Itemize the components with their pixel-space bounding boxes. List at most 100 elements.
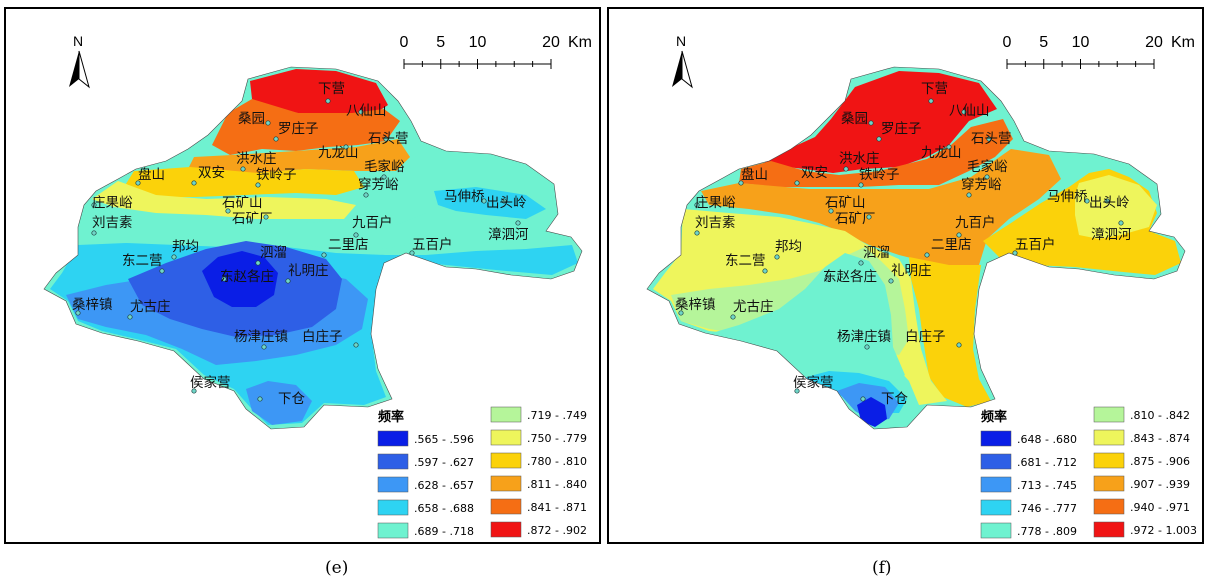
legend-swatch xyxy=(1093,429,1125,446)
legend-swatch xyxy=(980,476,1012,493)
station-dot xyxy=(265,120,271,126)
station-dot xyxy=(381,174,387,180)
place-label: 八仙山 xyxy=(346,103,387,119)
station-dot xyxy=(75,310,81,316)
place-label: 杨津庄镇 xyxy=(837,328,891,345)
surface-zone-f-8 xyxy=(705,253,905,393)
place-label: 洪水庄 xyxy=(236,150,277,167)
station-dot xyxy=(159,268,165,274)
surface-zone-f-5 xyxy=(909,257,991,407)
station-dot xyxy=(876,136,882,142)
place-label: 五百户 xyxy=(412,236,453,253)
place-label: 杨津庄镇 xyxy=(234,328,288,345)
region-outline-f xyxy=(646,66,1186,430)
station-dot xyxy=(730,314,736,320)
legend-swatch xyxy=(377,499,409,516)
station-dot xyxy=(956,342,962,348)
legend-swatch xyxy=(490,498,522,515)
place-label: 二里店 xyxy=(931,237,972,253)
station-dot xyxy=(860,396,866,402)
station-dot xyxy=(263,214,269,220)
place-label: 石矿厂 xyxy=(232,211,273,227)
place-label: 白庄子 xyxy=(905,328,946,345)
station-dot xyxy=(762,268,768,274)
place-label: 石头营 xyxy=(971,131,1012,147)
station-dot xyxy=(961,109,967,115)
station-dot xyxy=(171,254,177,260)
region-outline-e xyxy=(43,66,583,430)
place-label: 白庄子 xyxy=(302,328,343,345)
station-dot xyxy=(794,388,800,394)
legend-label: .746 - .777 xyxy=(1017,502,1077,515)
place-label: 东赵各庄 xyxy=(220,268,274,285)
station-dot xyxy=(321,252,327,258)
caption-e: (e) xyxy=(325,558,349,578)
station-dot xyxy=(738,180,744,186)
station-dot xyxy=(240,166,246,172)
place-label: 毛家峪 xyxy=(364,158,405,175)
station-dot xyxy=(828,208,834,214)
place-label: 出头岭 xyxy=(486,195,527,211)
place-label: 石矿山 xyxy=(825,195,866,211)
place-label: 盘山 xyxy=(138,166,165,183)
legend-label: .597 - .627 xyxy=(414,456,474,469)
place-label: 铁岭子 xyxy=(859,167,900,183)
station-dot xyxy=(255,260,261,266)
place-label: 桑梓镇 xyxy=(675,297,716,313)
station-dot xyxy=(255,182,261,188)
legend-swatch xyxy=(1093,475,1125,492)
place-label: 庄果峪 xyxy=(92,194,133,211)
north-label: N xyxy=(676,33,686,49)
legend-swatch xyxy=(1093,452,1125,469)
legend-swatch xyxy=(490,521,522,538)
legend-swatch xyxy=(980,430,1012,447)
place-label: 下仓 xyxy=(278,391,305,407)
surface-zone-f-4 xyxy=(1075,175,1157,239)
legend-label: .689 - .718 xyxy=(414,525,474,538)
station-dot xyxy=(694,230,700,236)
place-label: 石头营 xyxy=(368,131,409,147)
place-label: 侯家营 xyxy=(793,374,834,391)
station-dot xyxy=(285,278,291,284)
place-label: 穿芳峪 xyxy=(358,177,399,193)
legend-label: .875 - .906 xyxy=(1130,455,1190,468)
legend-label: .940 - .971 xyxy=(1130,501,1190,514)
station-dot xyxy=(127,314,133,320)
place-label: 刘吉素 xyxy=(695,215,736,231)
legend-label: .658 - .688 xyxy=(414,502,474,515)
scale-tick-label: 5 xyxy=(1039,34,1048,51)
legend: 频率 .648 - .680 .681 - .712 .713 - .745 .746 … xyxy=(980,406,1197,539)
station-dot xyxy=(353,342,359,348)
station-dot xyxy=(358,109,364,115)
place-label: 漳泗河 xyxy=(488,226,529,243)
station-dot xyxy=(343,144,349,150)
place-label: 下营 xyxy=(318,81,345,97)
place-label: 毛家峪 xyxy=(967,158,1008,175)
place-label: 泗溜 xyxy=(863,245,890,261)
station-dot xyxy=(824,276,830,282)
station-dot xyxy=(91,202,97,208)
legend-label: .565 - .596 xyxy=(414,433,474,446)
legend-swatch xyxy=(1093,406,1125,423)
legend-label: .810 - .842 xyxy=(1130,409,1190,422)
legend-swatch xyxy=(980,522,1012,539)
station-dot xyxy=(984,174,990,180)
place-label: 下营 xyxy=(921,81,948,97)
surface-zone-f-0 xyxy=(757,71,997,173)
surface-zone-f-1 xyxy=(739,119,1013,187)
station-dot xyxy=(986,136,992,142)
station-dot xyxy=(956,232,962,238)
legend-label: .681 - .712 xyxy=(1017,456,1077,469)
legend-swatch xyxy=(377,522,409,539)
legend-label: .811 - .840 xyxy=(527,478,587,491)
place-label: 石矿厂 xyxy=(835,211,876,227)
place-label: 尤古庄 xyxy=(733,298,774,315)
station-dot xyxy=(221,276,227,282)
station-dot xyxy=(888,278,894,284)
place-label: 刘吉素 xyxy=(92,215,133,231)
station-dot xyxy=(858,182,864,188)
station-dot xyxy=(191,180,197,186)
